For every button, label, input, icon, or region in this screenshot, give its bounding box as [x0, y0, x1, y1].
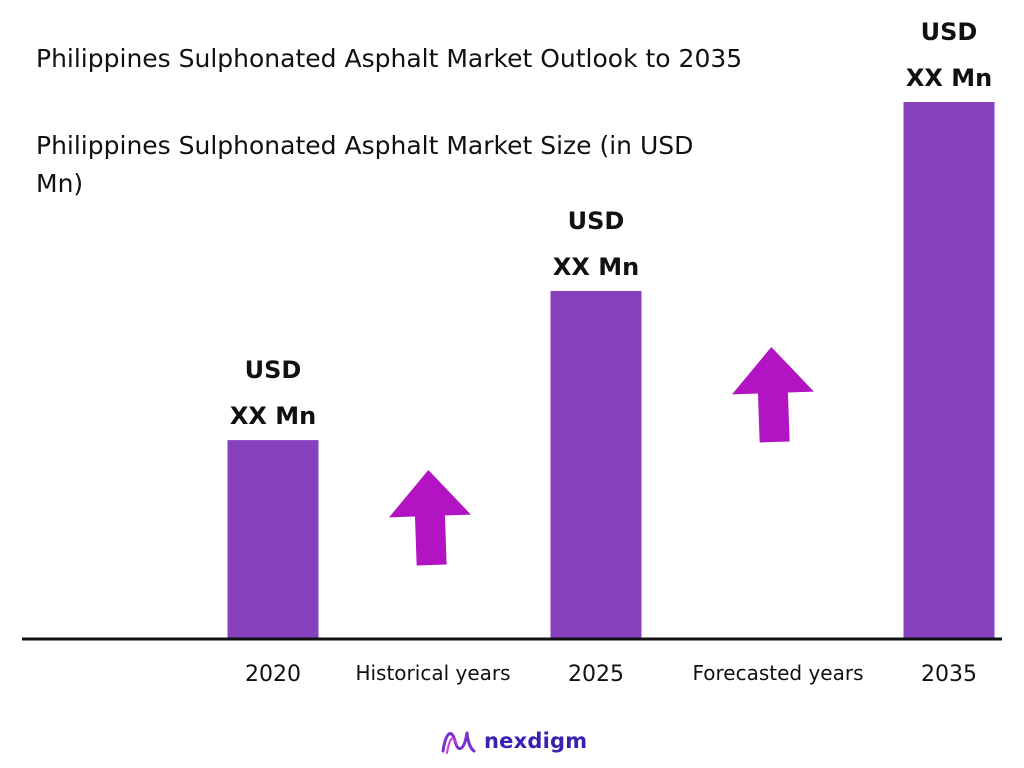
data-label-2020-line2: XX Mn [230, 402, 316, 430]
data-label-2035-line1: USD [921, 18, 978, 46]
chart-subtitle: Philippines Sulphonated Asphalt Market S… [36, 131, 694, 198]
period-label-2: Forecasted years [692, 661, 863, 685]
data-label-2025-line1: USD [568, 207, 625, 235]
up-arrow-icon [388, 470, 471, 566]
logo-text: nexdigm [484, 729, 588, 753]
x-tick-2020: 2020 [245, 662, 301, 687]
chart-title: Philippines Sulphonated Asphalt Market O… [36, 44, 743, 73]
nexdigm-logo: nexdigm [440, 722, 587, 760]
bar-2025 [550, 290, 642, 639]
x-tick-2035: 2035 [921, 662, 977, 687]
up-arrow-icon [731, 347, 814, 443]
data-label-2020-line1: USD [245, 356, 302, 384]
x-tick-2025: 2025 [568, 662, 624, 687]
bar-2035 [903, 102, 995, 639]
data-label-2035-line2: XX Mn [906, 64, 992, 92]
x-tick-labels: 2020 2025 2035 [245, 662, 977, 687]
nexdigm-logo-icon [441, 731, 476, 754]
bars-group [227, 102, 995, 639]
period-labels: Historical years Forecasted years [355, 661, 863, 685]
bar-2020 [227, 440, 319, 639]
data-label-2025-line2: XX Mn [553, 253, 639, 281]
data-labels-group: USD XX Mn USD XX Mn USD XX Mn [230, 18, 992, 430]
growth-arrows [388, 347, 814, 566]
period-label-1: Historical years [355, 661, 510, 685]
